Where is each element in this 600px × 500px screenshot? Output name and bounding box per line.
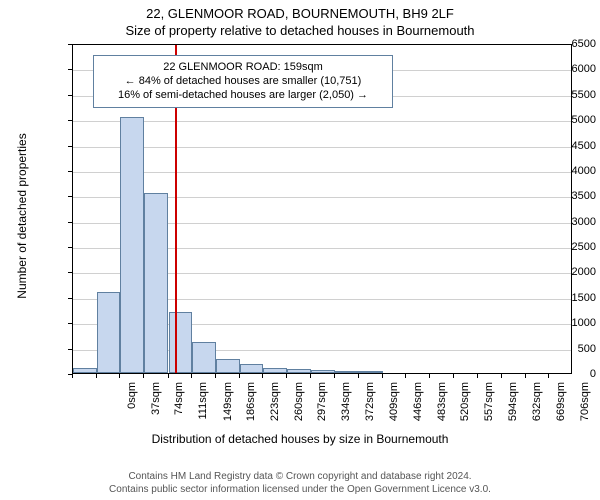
x-tick-label: 260sqm	[293, 382, 305, 432]
y-axis-label: Number of detached properties	[15, 51, 29, 381]
x-tick-mark	[239, 374, 240, 378]
x-tick-mark	[334, 374, 335, 378]
histogram-bar	[73, 368, 97, 373]
x-tick-label: 223sqm	[269, 382, 281, 432]
x-tick-mark	[262, 374, 263, 378]
x-tick-label: 37sqm	[150, 382, 162, 432]
x-tick-mark	[501, 374, 502, 378]
x-tick-mark	[405, 374, 406, 378]
histogram-bar	[311, 370, 335, 373]
y-tick-mark	[68, 272, 72, 273]
x-tick-label: 74sqm	[173, 382, 185, 432]
plot-area: 22 GLENMOOR ROAD: 159sqm← 84% of detache…	[72, 44, 572, 374]
y-tick-mark	[68, 44, 72, 45]
y-tick-mark	[68, 349, 72, 350]
x-tick-mark	[453, 374, 454, 378]
x-tick-label: 483sqm	[436, 382, 448, 432]
y-tick-label: 2500	[530, 241, 596, 253]
annotation-line: ← 84% of detached houses are smaller (10…	[102, 74, 384, 88]
y-tick-mark	[68, 222, 72, 223]
histogram-bar	[192, 342, 216, 373]
y-tick-label: 3500	[530, 190, 596, 202]
x-tick-label: 149sqm	[222, 382, 234, 432]
y-tick-mark	[68, 171, 72, 172]
x-tick-mark	[382, 374, 383, 378]
y-tick-label: 5500	[530, 89, 596, 101]
x-tick-mark	[96, 374, 97, 378]
annotation-line: 22 GLENMOOR ROAD: 159sqm	[102, 60, 384, 74]
y-tick-label: 5000	[530, 114, 596, 126]
x-tick-label: 557sqm	[483, 382, 495, 432]
histogram-bar	[216, 359, 240, 373]
y-tick-mark	[68, 95, 72, 96]
y-tick-mark	[68, 323, 72, 324]
x-tick-mark	[168, 374, 169, 378]
y-tick-label: 6000	[530, 63, 596, 75]
x-tick-label: 669sqm	[555, 382, 567, 432]
x-tick-label: 706sqm	[579, 382, 591, 432]
histogram-bar	[169, 312, 193, 373]
figure: 22, GLENMOOR ROAD, BOURNEMOUTH, BH9 2LF …	[0, 0, 600, 500]
x-tick-label: 446sqm	[412, 382, 424, 432]
histogram-bar	[97, 292, 121, 373]
y-tick-mark	[68, 146, 72, 147]
x-axis-label: Distribution of detached houses by size …	[0, 432, 600, 446]
gridline	[73, 147, 571, 148]
x-tick-mark	[143, 374, 144, 378]
histogram-bar	[144, 193, 168, 373]
y-tick-label: 1500	[530, 292, 596, 304]
y-tick-label: 2000	[530, 266, 596, 278]
x-tick-mark	[72, 374, 73, 378]
histogram-bar	[359, 371, 383, 373]
y-tick-mark	[68, 298, 72, 299]
histogram-bar	[335, 371, 359, 373]
y-tick-label: 6500	[530, 38, 596, 50]
x-tick-label: 111sqm	[197, 382, 209, 432]
histogram-bar	[120, 117, 144, 373]
x-tick-label: 632sqm	[531, 382, 543, 432]
histogram-bar	[287, 369, 311, 373]
y-tick-mark	[68, 69, 72, 70]
histogram-bar	[263, 368, 287, 373]
y-tick-label: 0	[530, 368, 596, 380]
x-tick-mark	[191, 374, 192, 378]
annotation-line: 16% of semi-detached houses are larger (…	[102, 88, 384, 102]
x-tick-label: 372sqm	[364, 382, 376, 432]
y-tick-label: 4500	[530, 140, 596, 152]
x-tick-label: 594sqm	[507, 382, 519, 432]
x-tick-label: 334sqm	[340, 382, 352, 432]
x-tick-label: 186sqm	[245, 382, 257, 432]
x-tick-mark	[358, 374, 359, 378]
y-tick-label: 3000	[530, 216, 596, 228]
x-tick-label: 409sqm	[388, 382, 400, 432]
x-tick-mark	[429, 374, 430, 378]
annotation-box: 22 GLENMOOR ROAD: 159sqm← 84% of detache…	[93, 55, 393, 108]
footer-line-2: Contains public sector information licen…	[0, 483, 600, 496]
x-tick-mark	[286, 374, 287, 378]
y-tick-label: 1000	[530, 317, 596, 329]
y-tick-label: 500	[530, 343, 596, 355]
title-line-2: Size of property relative to detached ho…	[0, 23, 600, 40]
gridline	[73, 121, 571, 122]
x-tick-mark	[215, 374, 216, 378]
x-tick-mark	[525, 374, 526, 378]
x-tick-mark	[548, 374, 549, 378]
x-tick-mark	[310, 374, 311, 378]
y-tick-mark	[68, 196, 72, 197]
footer-line-1: Contains HM Land Registry data © Crown c…	[0, 470, 600, 483]
title-line-1: 22, GLENMOOR ROAD, BOURNEMOUTH, BH9 2LF	[0, 0, 600, 23]
footer: Contains HM Land Registry data © Crown c…	[0, 470, 600, 496]
y-tick-label: 4000	[530, 165, 596, 177]
histogram-bar	[240, 364, 264, 373]
x-tick-mark	[477, 374, 478, 378]
x-tick-mark	[119, 374, 120, 378]
gridline	[73, 172, 571, 173]
y-tick-mark	[68, 120, 72, 121]
y-tick-mark	[68, 247, 72, 248]
x-tick-label: 0sqm	[126, 382, 138, 432]
x-tick-label: 297sqm	[316, 382, 328, 432]
x-tick-label: 520sqm	[459, 382, 471, 432]
